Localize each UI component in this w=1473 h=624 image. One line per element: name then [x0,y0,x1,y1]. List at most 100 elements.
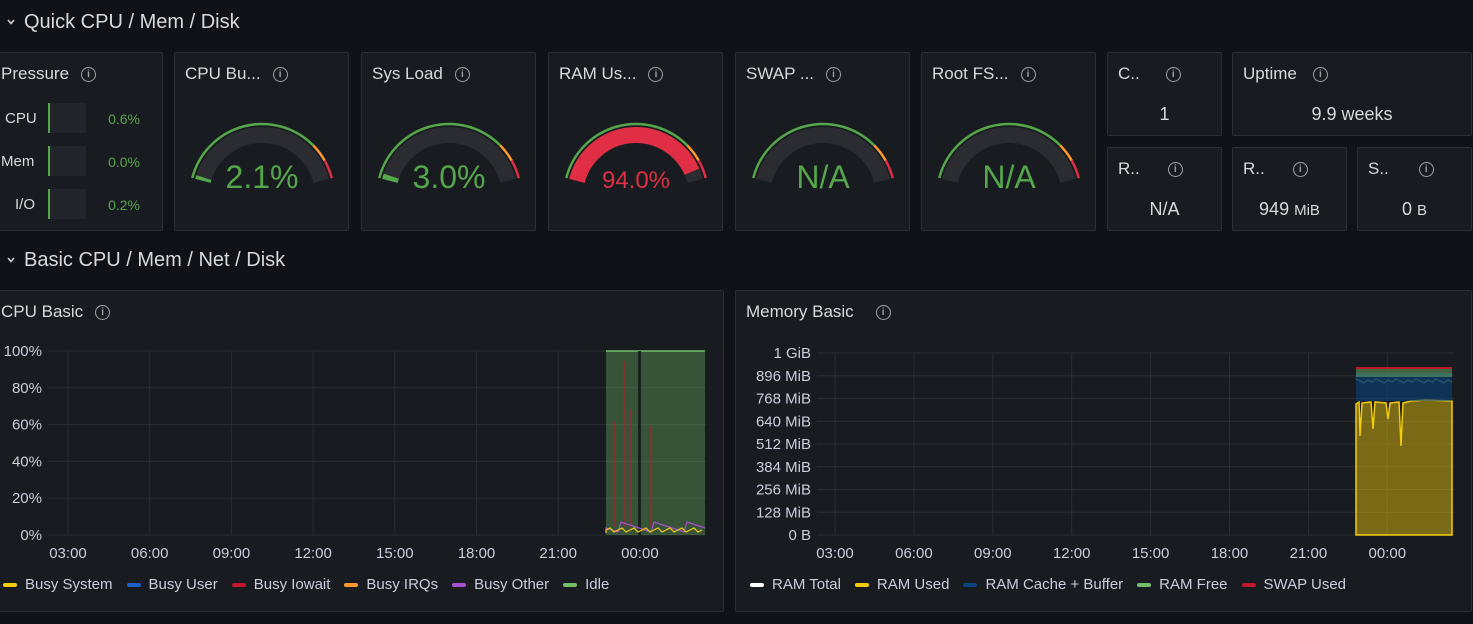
x-tick-label: 12:00 [294,545,332,562]
legend-item[interactable]: RAM Free [1137,576,1228,593]
legend-swatch [563,582,578,587]
x-tick-label: 09:00 [213,545,251,562]
y-tick-label: 640 MiB [756,413,811,430]
y-tick-label: 80% [12,380,42,397]
series-cache-area [1356,373,1452,401]
series-free-area [1356,369,1452,377]
pressure-fill [48,103,50,133]
pressure-value: 0.0% [108,154,140,170]
legend-item[interactable]: Busy User [126,576,218,593]
x-tick-label: 15:00 [376,545,414,562]
legend-label: SWAP Used [1263,576,1347,593]
legend-label: Busy User [148,576,218,593]
gauge-svg: N/A [752,122,894,195]
threshold-green [938,122,1062,179]
pressure-track [48,189,86,219]
chevron-down-icon [0,17,22,27]
threshold-green [378,122,502,179]
y-tick-label: 384 MiB [756,459,811,476]
legend-swatch [3,582,17,587]
memory-basic-panel: Memory Basic i 1 GiB 896 MiB 768 MiB 640 MiB… [735,290,1472,612]
y-tick-label: 896 MiB [756,368,811,385]
info-icon[interactable]: i [1418,161,1434,177]
threshold-orange [686,144,700,162]
cpu-basic-chart[interactable]: 100% 80% 60% 40% 20% 0% 03:00 06:00 09:00 12:00 15… [0,291,724,612]
legend-item[interactable]: RAM Total [750,576,841,593]
pressure-panel: Pressure i CPU 0.6% Mem 0.0% I/O 0.2% [0,52,163,231]
x-tick-label: 09:00 [974,545,1012,562]
info-icon[interactable]: i [1292,161,1308,177]
chart-legend: Busy System Busy User Busy Iowait Busy IRQs… [3,576,609,593]
threshold-red [323,159,333,179]
legend-item[interactable]: Busy Other [452,576,549,593]
gauge-svg: 3.0% [378,122,520,195]
info-icon[interactable]: i [81,66,97,82]
ram-total-panel: R.. i 949 MiB [1232,147,1347,231]
x-tick-label: 06:00 [895,545,933,562]
legend-label: RAM Free [1159,576,1228,593]
x-tick-label: 12:00 [1053,545,1091,562]
threshold-red [510,159,520,179]
threshold-orange [873,144,887,162]
pressure-row-cpu: CPU 0.6% [1,103,162,133]
legend-item[interactable]: Busy System [3,576,113,593]
row-header-quick[interactable]: Quick CPU / Mem / Disk [0,8,240,36]
legend-item[interactable]: SWAP Used [1241,576,1347,593]
y-tick-label: 20% [12,490,42,507]
series-ram-used-area [1355,399,1453,536]
gauge-track [195,127,329,184]
panel-title: CPU Bu... [185,64,261,83]
uptime-panel: Uptime i 9.9 weeks [1232,52,1472,136]
stat-number: 0 [1401,199,1412,219]
y-tick-label: 1 GiB [773,345,811,362]
panel-title: R.. [1118,159,1140,178]
pressure-value: 0.6% [108,111,140,127]
cpu-basic-panel: CPU Basic i 100% 80% 60% 40% 20% 0% 03:00 06:00 0… [0,290,724,612]
x-tick-label: 18:00 [1211,545,1249,562]
info-icon[interactable]: i [1312,66,1328,82]
x-tick-label: 00:00 [1369,545,1407,562]
info-icon[interactable]: i [95,304,111,320]
panel-title: Sys Load [372,64,443,83]
legend-item[interactable]: RAM Cache + Buffer [963,576,1123,593]
x-tick-label: 18:00 [458,545,496,562]
panel-title: Root FS... [932,64,1009,83]
x-tick-label: 06:00 [131,545,169,562]
info-icon[interactable]: i [875,304,891,320]
panel-title: C.. [1118,64,1140,83]
y-tick-label: 128 MiB [756,504,811,521]
legend-label: RAM Total [772,576,841,593]
legend-swatch [1137,582,1152,587]
info-icon[interactable]: i [454,66,470,82]
legend-item[interactable]: Busy Iowait [231,576,330,593]
stat-number: 949 [1259,199,1290,219]
series-other-line [605,521,706,533]
info-icon[interactable]: i [826,66,842,82]
gauge-track [382,127,516,184]
info-icon[interactable]: i [1165,66,1181,82]
pressure-row-mem: Mem 0.0% [1,146,162,176]
legend-item[interactable]: Idle [563,576,609,593]
rootfs-total-panel: R.. i N/A [1107,147,1222,231]
legend-swatch [750,582,764,587]
legend-label: RAM Cache + Buffer [985,576,1124,593]
memory-basic-chart[interactable]: 1 GiB 896 MiB 768 MiB 640 MiB 512 MiB 384 MiB… [736,291,1472,612]
legend-item[interactable]: Busy IRQs [344,576,438,593]
info-icon[interactable]: i [272,66,288,82]
y-tick-label: 100% [4,343,42,360]
y-tick-label: 0 B [788,527,811,544]
row-header-basic[interactable]: Basic CPU / Mem / Net / Disk [0,246,285,274]
row-title: Basic CPU / Mem / Net / Disk [24,248,286,271]
chevron-down-icon [0,255,22,265]
info-icon[interactable]: i [1020,66,1036,82]
legend-item[interactable]: RAM Used [854,576,950,593]
gauge-value: N/A [982,159,1036,195]
sys-load-panel: Sys Load i 3.0% [361,52,536,231]
swap-used-panel: SWAP ... i N/A [735,52,910,231]
x-tick-label: 21:00 [539,545,577,562]
info-icon[interactable]: i [1167,161,1183,177]
info-icon[interactable]: i [648,66,664,82]
x-tick-label: 15:00 [1132,545,1170,562]
legend-label: RAM Used [876,576,950,593]
threshold-green [565,122,689,179]
